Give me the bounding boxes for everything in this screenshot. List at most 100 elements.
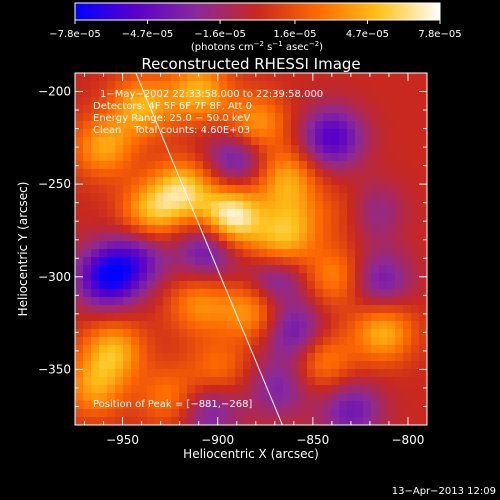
heatmap-cell — [155, 233, 164, 242]
heatmap-cell — [331, 329, 340, 338]
heatmap-cell — [419, 137, 427, 146]
heatmap-cell — [283, 81, 292, 90]
heatmap-cell — [331, 145, 340, 154]
heatmap-cell — [171, 217, 180, 226]
heatmap-cell — [379, 209, 388, 218]
heatmap-cell — [307, 177, 316, 186]
heatmap-cell — [379, 377, 388, 386]
heatmap-cell — [347, 137, 356, 146]
heatmap-cell — [379, 297, 388, 306]
heatmap-cell — [83, 281, 92, 290]
heatmap-cell — [355, 401, 364, 410]
heatmap-cell — [331, 249, 340, 258]
heatmap-cell — [219, 153, 228, 162]
heatmap-cell — [243, 217, 252, 226]
heatmap-cell — [115, 289, 124, 298]
heatmap-cell — [291, 201, 300, 210]
heatmap-cell — [107, 249, 116, 258]
heatmap-cell — [339, 385, 348, 394]
heatmap-cell — [387, 353, 396, 362]
heatmap-cell — [307, 377, 316, 386]
heatmap-cell — [251, 233, 260, 242]
heatmap-cell — [291, 249, 300, 258]
heatmap-cell — [307, 289, 316, 298]
heatmap-cell — [107, 161, 116, 170]
heatmap-cell — [107, 289, 116, 298]
heatmap-cell — [243, 177, 252, 186]
heatmap-cell — [379, 129, 388, 138]
heatmap-cell — [315, 73, 324, 82]
heatmap-cell — [339, 97, 348, 106]
heatmap-cell — [339, 209, 348, 218]
heatmap-cell — [147, 361, 156, 370]
heatmap-cell — [155, 121, 164, 130]
heatmap-cell — [379, 233, 388, 242]
heatmap-cell — [323, 297, 332, 306]
colorbar: −7.8e−05 −4.7e−05 −1.6e−05 1.6e−05 4.7e−05 7.… — [49, 2, 462, 53]
heatmap-cell — [99, 249, 108, 258]
heatmap-cell — [179, 265, 188, 274]
heatmap-cell — [83, 225, 92, 234]
heatmap-cell — [387, 249, 396, 258]
heatmap-cell — [83, 385, 92, 394]
heatmap-cell — [379, 313, 388, 322]
heatmap-cell — [187, 305, 196, 314]
heatmap-cell — [291, 417, 300, 425]
heatmap-cell — [379, 329, 388, 338]
heatmap-cell — [419, 169, 427, 178]
heatmap-cell — [115, 337, 124, 346]
heatmap-cell — [371, 393, 380, 402]
heatmap-cell — [403, 209, 412, 218]
heatmap-cell — [275, 145, 284, 154]
heatmap-cell — [123, 217, 132, 226]
heatmap-cell — [195, 201, 204, 210]
heatmap-cell — [203, 113, 212, 122]
heatmap-cell — [91, 161, 100, 170]
y-tick-label: −200 — [38, 85, 71, 99]
heatmap-cell — [355, 273, 364, 282]
heatmap-cell — [139, 305, 148, 314]
heatmap-cell — [355, 281, 364, 290]
heatmap-cell — [139, 377, 148, 386]
heatmap-cell — [179, 185, 188, 194]
heatmap-cell — [195, 97, 204, 106]
heatmap-cell — [251, 169, 260, 178]
heatmap-cell — [315, 417, 324, 425]
heatmap-cell — [75, 273, 84, 282]
heatmap-cell — [315, 217, 324, 226]
heatmap-cell — [187, 89, 196, 98]
heatmap-cell — [379, 353, 388, 362]
heatmap-cell — [387, 145, 396, 154]
heatmap-cell — [379, 361, 388, 370]
heatmap-cell — [339, 81, 348, 90]
heatmap-cell — [139, 337, 148, 346]
heatmap-cell — [171, 321, 180, 330]
heatmap-cell — [203, 401, 212, 410]
heatmap-cell — [267, 361, 276, 370]
heatmap-cell — [339, 185, 348, 194]
heatmap-cell — [131, 249, 140, 258]
heatmap-cell — [171, 201, 180, 210]
heatmap-cell — [387, 129, 396, 138]
heatmap-cell — [155, 329, 164, 338]
heatmap-cell — [371, 369, 380, 378]
heatmap-cell — [267, 153, 276, 162]
heatmap-cell — [307, 249, 316, 258]
heatmap-cell — [235, 73, 244, 82]
heatmap-cell — [307, 369, 316, 378]
heatmap-cell — [187, 161, 196, 170]
heatmap-cell — [107, 233, 116, 242]
heatmap-cell — [115, 129, 124, 138]
heatmap-cell — [251, 329, 260, 338]
heatmap-cell — [99, 241, 108, 250]
heatmap-cell — [299, 97, 308, 106]
heatmap-cell — [379, 113, 388, 122]
heatmap-cell — [371, 161, 380, 170]
heatmap-cell — [299, 273, 308, 282]
heatmap-cell — [227, 129, 236, 138]
heatmap-cell — [363, 289, 372, 298]
heatmap-cell — [315, 89, 324, 98]
heatmap-cell — [307, 185, 316, 194]
heatmap-cell — [91, 145, 100, 154]
heatmap-cell — [347, 345, 356, 354]
